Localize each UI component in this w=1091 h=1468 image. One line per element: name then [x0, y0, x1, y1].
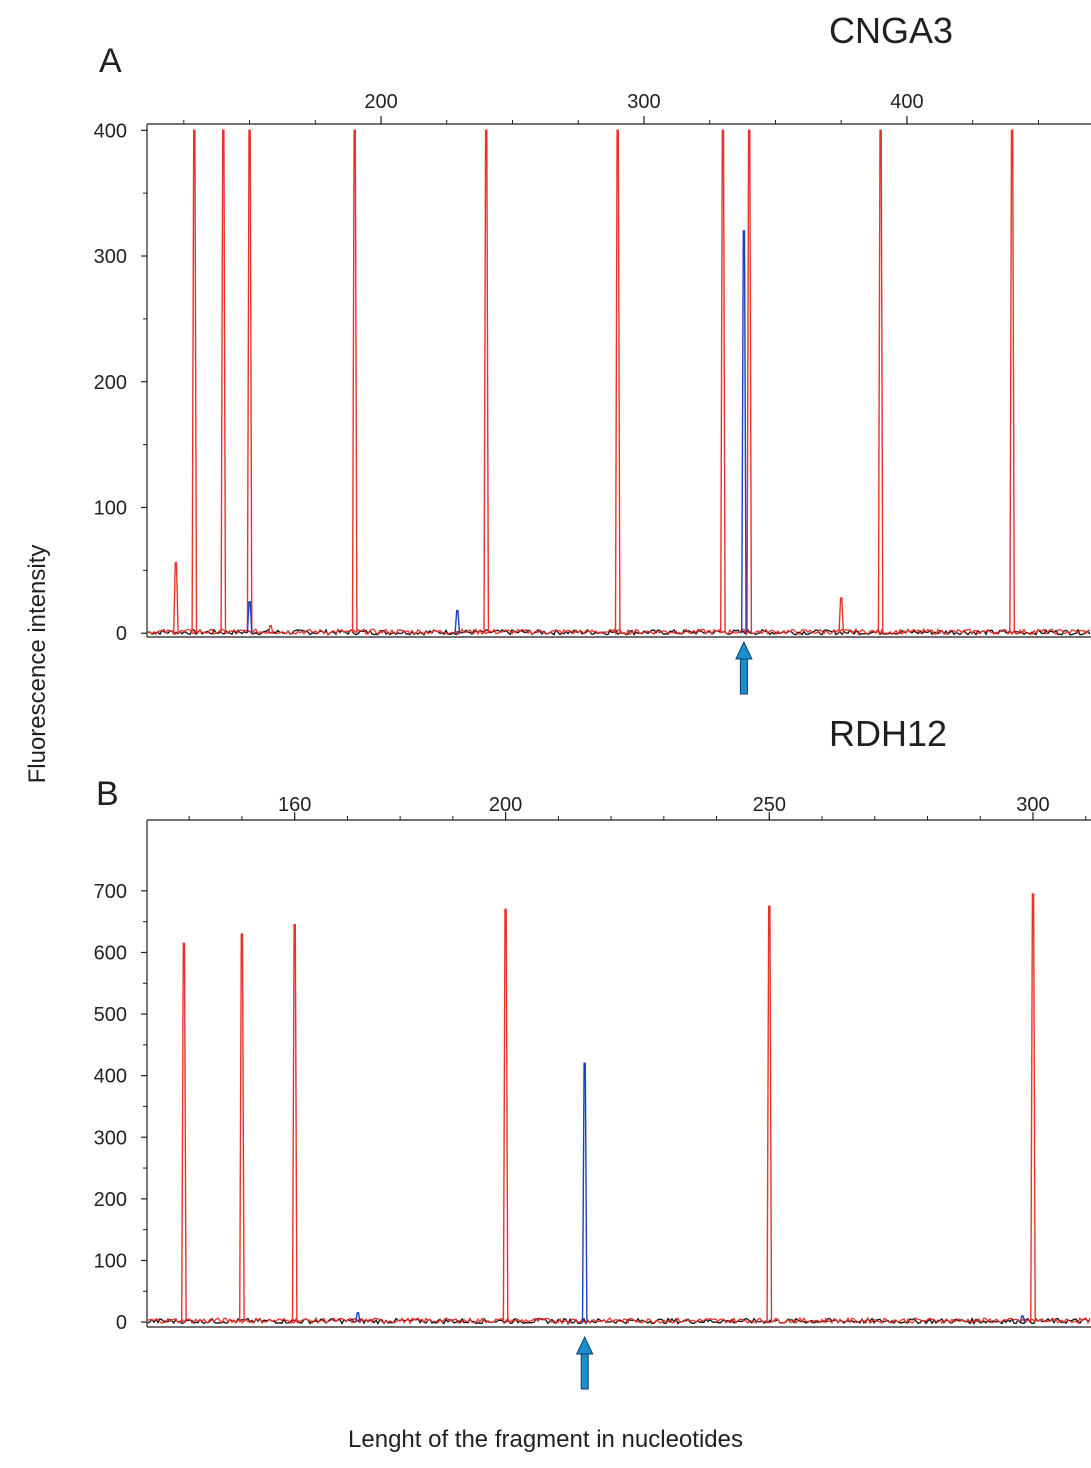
standard-peak-b	[181, 942, 187, 1323]
y-tick-label-b: 500	[94, 1004, 127, 1026]
chart-title-cnga3: CNGA3	[829, 10, 954, 51]
baseline-trace-a	[147, 627, 1091, 636]
sample-peak-a	[246, 601, 253, 634]
y-tick-label-a: 300	[94, 246, 127, 268]
standard-peak-b	[291, 924, 298, 1323]
x-tick-label-b: 250	[753, 794, 786, 816]
standard-peak-b	[239, 933, 245, 1323]
standard-peak-b	[1030, 893, 1036, 1323]
y-tick-label-b: 600	[94, 942, 127, 964]
standard-peak-a	[173, 562, 179, 634]
fragment-arrow-head-a	[735, 640, 753, 660]
sample-peak-b	[581, 1062, 588, 1323]
standard-peak-b	[766, 905, 773, 1323]
standard-peak-a	[838, 597, 845, 634]
x-axis-label: Lenght of the fragment in nucleotides	[348, 1426, 743, 1453]
sample-peak-b	[1019, 1315, 1026, 1323]
sample-peak-b	[355, 1312, 361, 1323]
y-tick-label-b: 200	[94, 1189, 127, 1211]
x-tick-label-a: 300	[627, 91, 660, 113]
standard-peak-a	[877, 129, 884, 634]
y-tick-label-b: 300	[94, 1127, 127, 1149]
fragment-arrow-head-b	[575, 1335, 594, 1355]
standard-peak-a	[267, 625, 274, 634]
sample-peak-a	[741, 230, 747, 634]
standard-peak-a	[483, 129, 490, 634]
y-tick-label-a: 0	[116, 623, 127, 645]
standard-peak-a	[1009, 129, 1015, 634]
standard-peak-a	[351, 129, 358, 634]
x-tick-label-b: 300	[1016, 794, 1049, 816]
chart-title-rdh12: RDH12	[829, 713, 948, 754]
x-tick-label-a: 200	[364, 91, 397, 113]
y-tick-label-b: 400	[94, 1066, 127, 1088]
standard-peak-a	[746, 129, 753, 634]
y-tick-label-a: 100	[94, 497, 127, 519]
y-tick-label-a: 400	[94, 120, 127, 142]
x-tick-label-b: 160	[278, 794, 311, 816]
x-tick-label-a: 400	[890, 91, 923, 113]
standard-peak-a	[220, 129, 227, 634]
fragment-arrow-shaft-b	[580, 1352, 589, 1390]
panel-label-b: B	[96, 775, 119, 813]
standard-peak-a	[191, 129, 198, 634]
standard-peak-a	[614, 129, 621, 634]
x-tick-label-b: 200	[489, 794, 522, 816]
standard-peak-a	[246, 129, 253, 634]
baseline-trace-b	[147, 1316, 1091, 1325]
y-tick-label-a: 200	[94, 372, 127, 394]
panel-label-a: A	[99, 42, 122, 80]
y-tick-label-b: 700	[94, 881, 127, 903]
sample-peak-a	[454, 609, 461, 634]
standard-peak-a	[720, 129, 726, 634]
y-tick-label-b: 0	[116, 1312, 127, 1334]
y-tick-label-b: 100	[94, 1250, 127, 1272]
fragment-arrow-shaft-a	[739, 657, 748, 695]
standard-peak-b	[502, 908, 509, 1323]
